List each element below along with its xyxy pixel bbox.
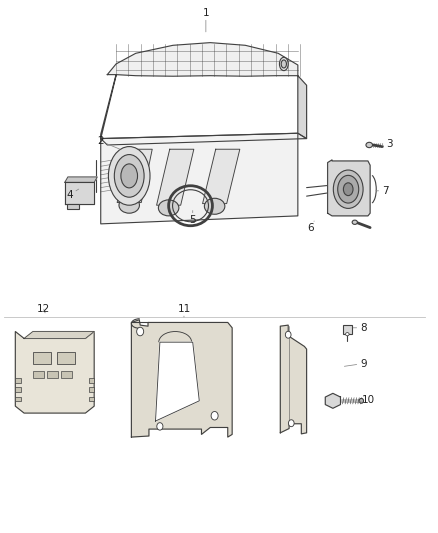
Bar	[15, 387, 21, 392]
Ellipse shape	[343, 183, 353, 196]
Polygon shape	[101, 133, 298, 224]
Ellipse shape	[157, 423, 163, 430]
Polygon shape	[202, 149, 240, 204]
Polygon shape	[101, 75, 116, 139]
Polygon shape	[325, 393, 340, 408]
Ellipse shape	[359, 399, 364, 403]
Polygon shape	[101, 133, 307, 145]
Ellipse shape	[281, 60, 286, 68]
Ellipse shape	[286, 331, 291, 338]
Polygon shape	[24, 332, 94, 338]
Polygon shape	[298, 76, 307, 139]
Polygon shape	[107, 43, 298, 76]
Ellipse shape	[366, 142, 372, 148]
Ellipse shape	[352, 220, 357, 224]
Polygon shape	[155, 342, 199, 421]
Ellipse shape	[108, 147, 150, 205]
Ellipse shape	[289, 420, 294, 426]
Ellipse shape	[159, 200, 179, 216]
Ellipse shape	[119, 197, 139, 213]
Bar	[67, 204, 79, 209]
Bar	[33, 371, 44, 378]
Bar	[15, 397, 21, 401]
Bar	[61, 371, 72, 378]
Text: 2: 2	[97, 136, 104, 146]
Bar	[89, 378, 94, 383]
Text: 10: 10	[361, 395, 374, 405]
Bar	[47, 371, 58, 378]
Text: 1: 1	[202, 9, 209, 18]
Bar	[343, 325, 352, 334]
Text: 3: 3	[386, 139, 393, 149]
Polygon shape	[280, 325, 307, 434]
Ellipse shape	[121, 164, 138, 188]
Bar	[15, 378, 21, 383]
Polygon shape	[131, 320, 232, 437]
Ellipse shape	[279, 57, 288, 70]
Text: 12: 12	[37, 304, 50, 314]
Bar	[89, 397, 94, 401]
Polygon shape	[156, 149, 194, 205]
Ellipse shape	[346, 333, 349, 336]
Text: 7: 7	[382, 186, 389, 196]
Bar	[89, 387, 94, 392]
Ellipse shape	[211, 411, 218, 420]
Text: 8: 8	[360, 323, 367, 333]
Polygon shape	[15, 332, 94, 413]
Polygon shape	[117, 149, 152, 203]
Ellipse shape	[205, 198, 225, 214]
Polygon shape	[328, 160, 370, 216]
Text: 9: 9	[360, 359, 367, 368]
Text: 6: 6	[307, 223, 314, 232]
Polygon shape	[65, 182, 94, 204]
Text: 4: 4	[67, 190, 74, 199]
Text: 5: 5	[189, 215, 196, 224]
Bar	[33, 352, 51, 364]
Ellipse shape	[333, 170, 363, 208]
Ellipse shape	[114, 155, 144, 197]
Text: 11: 11	[177, 304, 191, 314]
Ellipse shape	[137, 327, 144, 336]
Bar	[57, 352, 75, 364]
Polygon shape	[65, 177, 97, 182]
Ellipse shape	[338, 175, 359, 203]
